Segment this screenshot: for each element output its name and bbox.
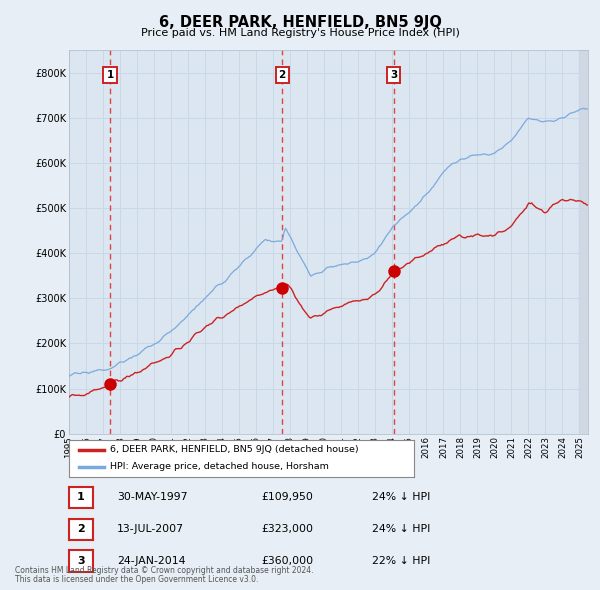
Text: £109,950: £109,950 xyxy=(261,493,313,502)
Text: 6, DEER PARK, HENFIELD, BN5 9JQ (detached house): 6, DEER PARK, HENFIELD, BN5 9JQ (detache… xyxy=(110,445,359,454)
Text: Contains HM Land Registry data © Crown copyright and database right 2024.: Contains HM Land Registry data © Crown c… xyxy=(15,566,314,575)
Text: 6, DEER PARK, HENFIELD, BN5 9JQ: 6, DEER PARK, HENFIELD, BN5 9JQ xyxy=(158,15,442,30)
Text: 13-JUL-2007: 13-JUL-2007 xyxy=(117,525,184,534)
Text: 24% ↓ HPI: 24% ↓ HPI xyxy=(372,493,430,502)
Text: 24% ↓ HPI: 24% ↓ HPI xyxy=(372,525,430,534)
Text: This data is licensed under the Open Government Licence v3.0.: This data is licensed under the Open Gov… xyxy=(15,575,259,584)
Text: 1: 1 xyxy=(106,70,113,80)
Text: 2: 2 xyxy=(278,70,286,80)
Text: 1: 1 xyxy=(77,493,85,502)
Text: 22% ↓ HPI: 22% ↓ HPI xyxy=(372,556,430,566)
Text: 2: 2 xyxy=(77,525,85,534)
Text: 3: 3 xyxy=(390,70,397,80)
Bar xyxy=(580,50,588,434)
Text: 3: 3 xyxy=(77,556,85,566)
Text: HPI: Average price, detached house, Horsham: HPI: Average price, detached house, Hors… xyxy=(110,462,329,471)
Text: £323,000: £323,000 xyxy=(261,525,313,534)
Text: Price paid vs. HM Land Registry's House Price Index (HPI): Price paid vs. HM Land Registry's House … xyxy=(140,28,460,38)
Text: 30-MAY-1997: 30-MAY-1997 xyxy=(117,493,187,502)
Text: £360,000: £360,000 xyxy=(261,556,313,566)
Text: 24-JAN-2014: 24-JAN-2014 xyxy=(117,556,185,566)
